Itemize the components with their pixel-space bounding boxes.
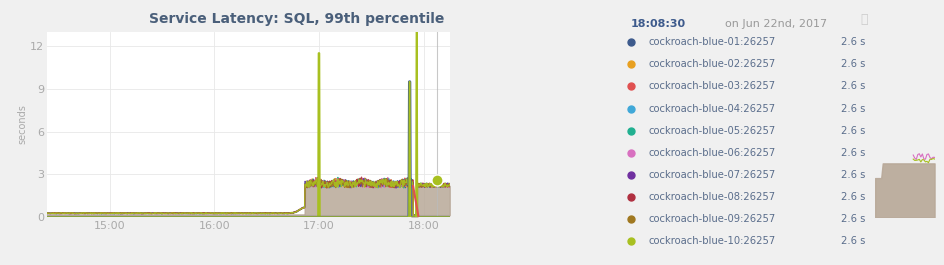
Text: 2.6 s: 2.6 s [841,81,866,91]
Text: 2.6 s: 2.6 s [841,214,866,224]
Text: cockroach-blue-10:26257: cockroach-blue-10:26257 [649,236,776,246]
Text: cockroach-blue-06:26257: cockroach-blue-06:26257 [649,148,776,158]
Text: ⓘ: ⓘ [861,13,868,26]
Text: cockroach-blue-07:26257: cockroach-blue-07:26257 [649,170,776,180]
Text: cockroach-blue-05:26257: cockroach-blue-05:26257 [649,126,776,136]
Title: Service Latency: SQL, 99th percentile: Service Latency: SQL, 99th percentile [149,12,445,26]
Text: cockroach-blue-08:26257: cockroach-blue-08:26257 [649,192,776,202]
Text: 2.6 s: 2.6 s [841,148,866,158]
Text: 18:08:30: 18:08:30 [632,19,686,29]
Text: cockroach-blue-01:26257: cockroach-blue-01:26257 [649,37,776,47]
Text: cockroach-blue-02:26257: cockroach-blue-02:26257 [649,59,776,69]
Text: cockroach-blue-04:26257: cockroach-blue-04:26257 [649,104,776,114]
Text: cockroach-blue-09:26257: cockroach-blue-09:26257 [649,214,776,224]
Text: 2.6 s: 2.6 s [841,37,866,47]
Text: 2.6 s: 2.6 s [841,104,866,114]
Text: 2.6 s: 2.6 s [841,236,866,246]
Text: 2.6 s: 2.6 s [841,170,866,180]
Y-axis label: seconds: seconds [18,105,27,144]
Text: on Jun 22nd, 2017: on Jun 22nd, 2017 [725,19,828,29]
Text: 2.6 s: 2.6 s [841,59,866,69]
Text: 2.6 s: 2.6 s [841,192,866,202]
Text: 2.6 s: 2.6 s [841,126,866,136]
Text: cockroach-blue-03:26257: cockroach-blue-03:26257 [649,81,776,91]
